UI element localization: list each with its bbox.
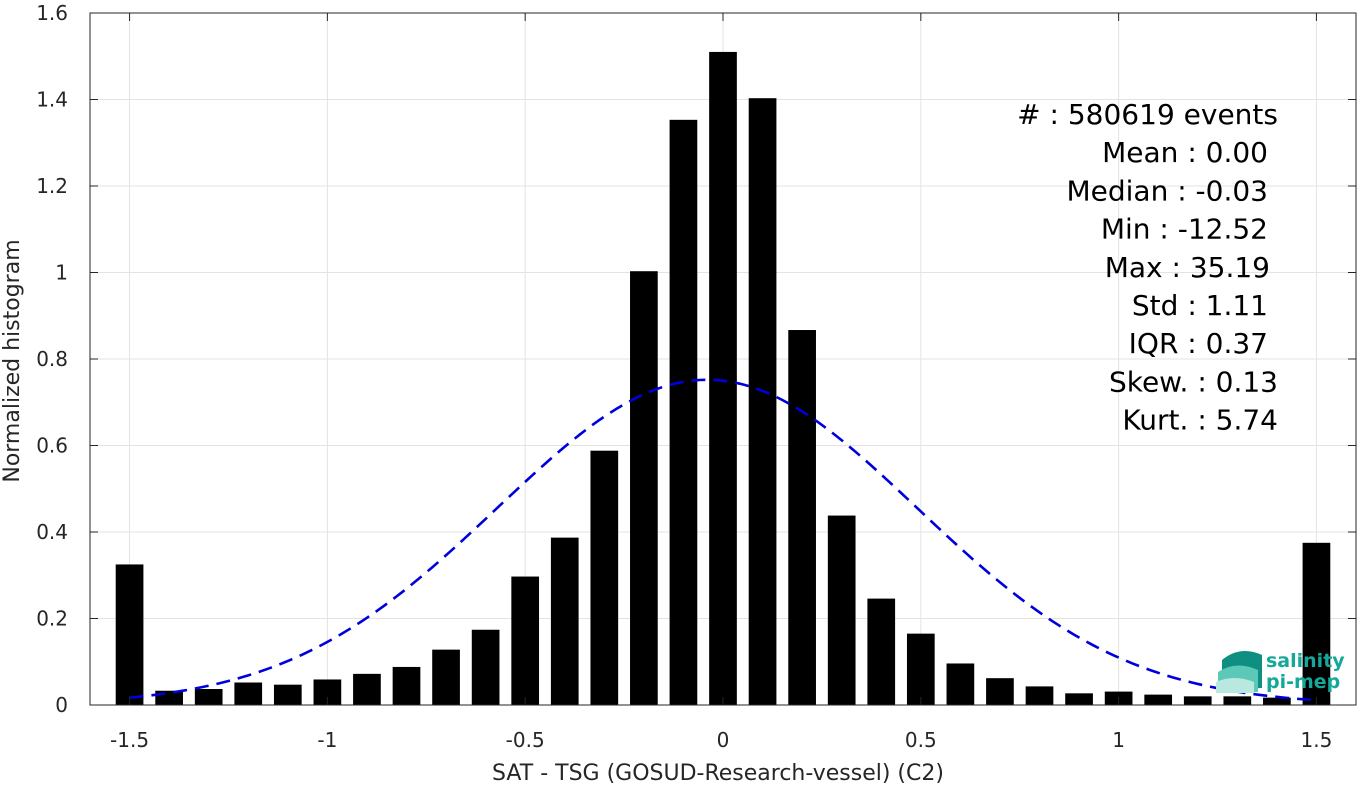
histogram-bar — [1025, 686, 1054, 705]
x-tick-label: -1.5 — [110, 728, 149, 752]
wave-icon — [1216, 651, 1262, 693]
histogram-bar — [788, 330, 816, 705]
histogram-bar — [630, 271, 658, 705]
statistics-annotation: # : 580619 events Mean : 0.00 Median : -0.… — [1017, 98, 1278, 437]
logo-text-salinity: salinity — [1266, 650, 1345, 672]
histogram-bar — [194, 688, 223, 705]
histogram-bar — [273, 684, 302, 705]
logo-text-pi-mep: pi-mep — [1266, 671, 1340, 693]
y-tick-label: 0 — [55, 693, 68, 717]
histogram-bar — [1183, 696, 1212, 705]
histogram-bar — [155, 690, 183, 705]
y-tick-label: 1 — [55, 261, 68, 285]
stats-line: Max : 35.19 — [1105, 251, 1270, 284]
histogram-bar — [234, 682, 263, 705]
histogram-bar — [1065, 693, 1093, 705]
histogram-bar — [353, 673, 381, 705]
y-axis-title: Normalized histogram — [0, 239, 25, 482]
bars — [115, 51, 1331, 706]
y-tick-label: 1.2 — [36, 174, 68, 198]
histogram-bar — [1223, 696, 1252, 705]
histogram-bar — [432, 649, 460, 705]
x-tick-label: 0 — [717, 728, 730, 752]
stats-line: # : 580619 events — [1017, 98, 1278, 131]
y-tick-label: 0.6 — [36, 434, 68, 458]
y-tick-label: 1.4 — [36, 88, 68, 112]
histogram-bar — [392, 666, 421, 705]
histogram-bar — [709, 51, 737, 706]
x-tick-label: -1 — [317, 728, 337, 752]
histogram-bar — [1302, 542, 1331, 705]
x-tick-label: -0.5 — [506, 728, 545, 752]
stats-line: Median : -0.03 — [1066, 174, 1268, 207]
histogram-bar — [115, 564, 144, 705]
histogram-bar — [1144, 694, 1173, 705]
stats-line: Std : 1.11 — [1132, 289, 1268, 322]
histogram-bar — [986, 678, 1014, 705]
salinity-pi-mep-logo: salinity pi-mep — [1216, 650, 1345, 693]
histogram-bar — [471, 629, 500, 705]
y-tick-label: 1.6 — [36, 1, 68, 25]
histogram-bar — [827, 515, 856, 705]
histogram-bar — [748, 98, 777, 705]
x-tick-label: 0.5 — [905, 728, 937, 752]
gaussian-fit-curve — [129, 378, 1317, 702]
x-tick-labels: -1.5 -1 -0.5 0 0.5 1 1.5 — [110, 728, 1332, 752]
histogram-bar — [906, 633, 935, 705]
histogram-bar — [867, 598, 896, 705]
histogram-bar — [511, 576, 540, 705]
histogram-bar — [946, 663, 975, 705]
x-tick-label: 1.5 — [1301, 728, 1333, 752]
x-tick-label: 1 — [1112, 728, 1125, 752]
stats-line: Skew. : 0.13 — [1109, 365, 1278, 398]
y-tick-label: 0.8 — [36, 347, 68, 371]
stats-line: Min : -12.52 — [1101, 213, 1268, 246]
histogram-bar — [669, 119, 698, 705]
histogram-bar — [550, 537, 579, 705]
histogram-bar — [590, 450, 619, 705]
stats-line: Mean : 0.00 — [1102, 136, 1268, 169]
y-tick-label: 0.4 — [36, 520, 68, 544]
axis-ticks — [90, 12, 1356, 706]
histogram-bar — [1263, 697, 1291, 705]
x-axis-title: SAT - TSG (GOSUD-Research-vessel) (C2) — [492, 761, 944, 785]
y-tick-labels: 0 0.2 0.4 0.6 0.8 1 1.2 1.4 1.6 — [36, 1, 68, 717]
y-tick-label: 0.2 — [36, 607, 68, 631]
stats-line: IQR : 0.37 — [1129, 327, 1268, 360]
stats-line: Kurt. : 5.74 — [1122, 404, 1278, 437]
